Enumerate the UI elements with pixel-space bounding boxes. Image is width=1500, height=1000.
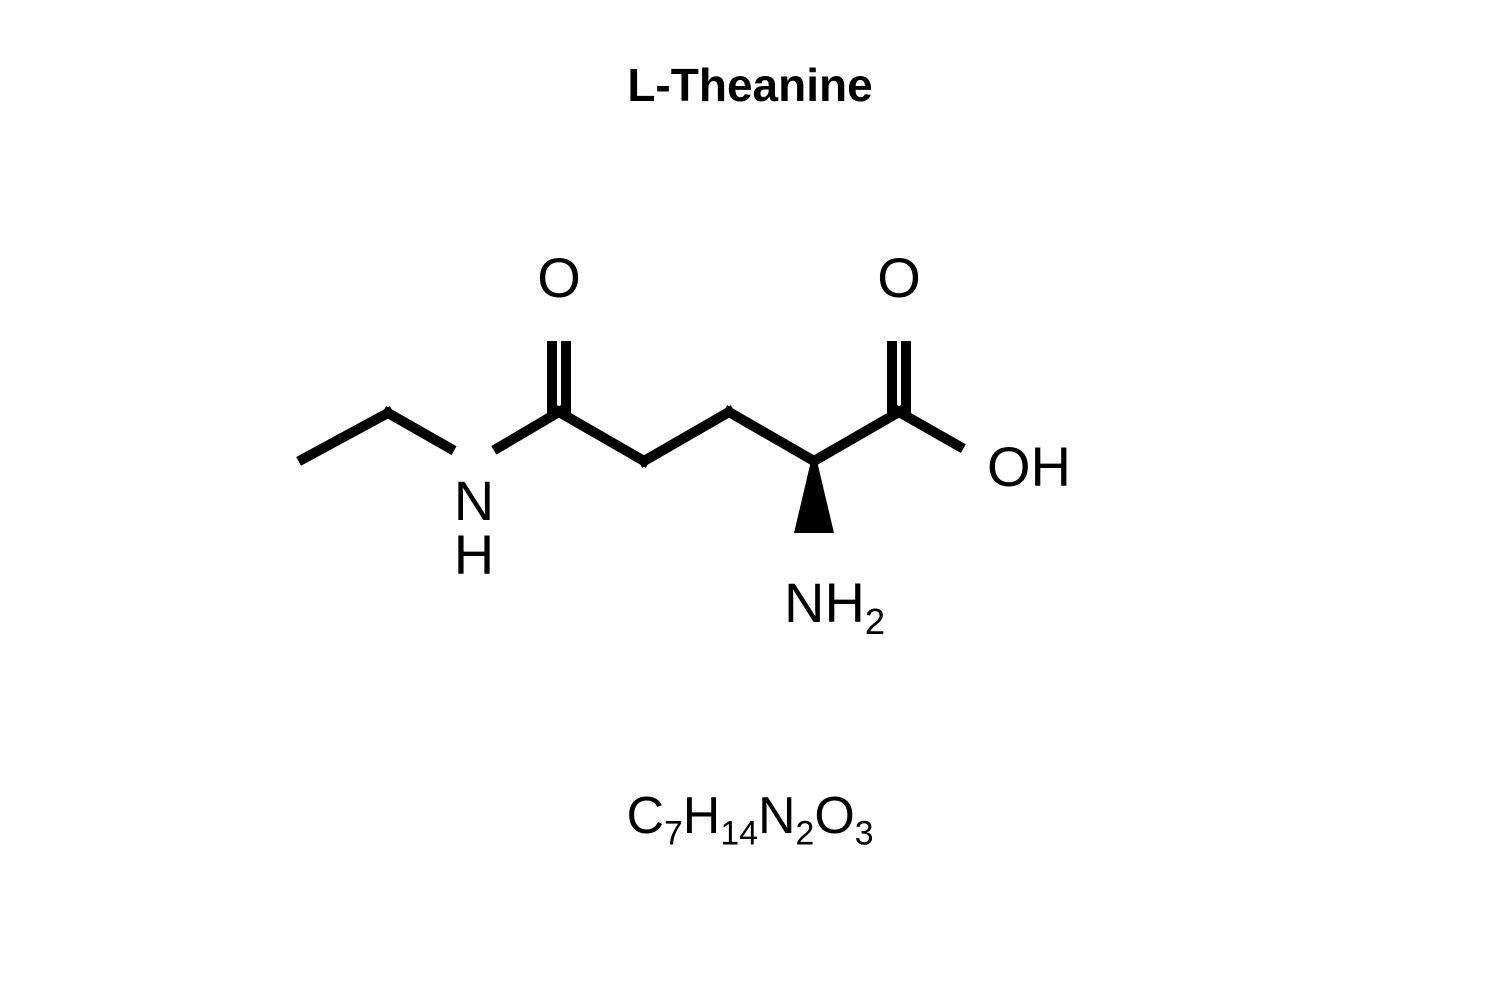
structure-diagram: [0, 0, 1500, 1000]
atom-label: O: [877, 245, 921, 310]
atom-label: H: [454, 522, 494, 587]
atom-label: O: [537, 245, 581, 310]
page-container: L-Theanine C7H14N2O3 NHOOOHNH2: [0, 0, 1500, 1000]
atom-label: OH: [987, 434, 1071, 499]
atom-label: NH2: [784, 570, 885, 643]
